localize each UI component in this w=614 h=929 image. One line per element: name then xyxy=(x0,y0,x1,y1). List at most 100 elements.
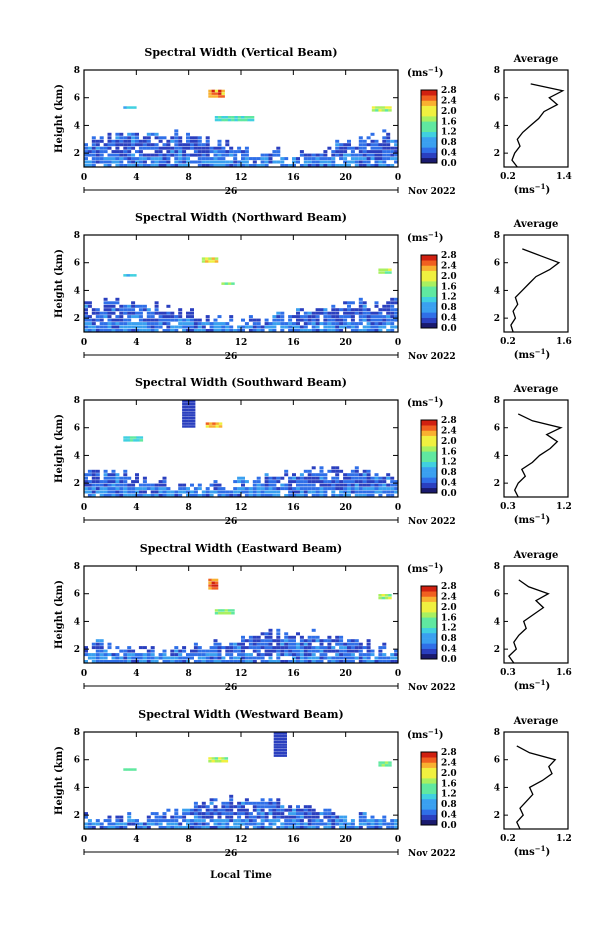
feature-cell xyxy=(191,419,196,423)
heatmap-cell xyxy=(150,494,155,497)
heatmap-cell xyxy=(276,819,281,823)
heatmap-cell xyxy=(162,649,167,653)
heatmap-cell xyxy=(131,157,136,161)
heatmap-cell xyxy=(374,487,379,491)
heatmap-cell xyxy=(201,805,206,809)
heatmap-cell xyxy=(327,164,332,167)
heatmap-cell xyxy=(84,473,88,477)
heatmap-cell xyxy=(276,146,281,150)
heatmap-cell xyxy=(280,318,285,322)
heatmap-cell xyxy=(390,322,395,326)
heatmap-cell xyxy=(182,656,187,660)
feature-cell xyxy=(208,92,212,95)
heatmap-cell xyxy=(343,318,348,322)
feature-cell xyxy=(214,581,219,584)
heatmap-cell xyxy=(248,318,253,322)
heatmap-cell xyxy=(264,805,269,809)
heatmap-cell xyxy=(331,815,336,819)
heatmap-cell xyxy=(288,315,293,319)
heatmap-cell xyxy=(229,805,234,809)
feature-cell xyxy=(191,405,196,409)
heatmap-cell xyxy=(252,318,257,322)
heatmap-cell xyxy=(229,329,234,332)
heatmap-cell xyxy=(201,819,206,823)
heatmap-cell xyxy=(370,146,375,150)
heatmap-cell xyxy=(280,649,285,653)
avg-y-tick-label: 6 xyxy=(494,259,500,269)
heatmap-cell xyxy=(307,469,312,473)
colorbar-tick-label: 1.6 xyxy=(441,282,457,292)
heatmap-cell xyxy=(343,308,348,312)
heatmap-cell xyxy=(95,476,100,480)
heatmap-cell xyxy=(135,160,139,164)
feature-cell xyxy=(227,116,232,119)
heatmap-cell xyxy=(244,639,249,643)
x-tick-label: 0 xyxy=(81,669,87,679)
heatmap-cell xyxy=(166,160,171,164)
colorbar-segment xyxy=(421,586,437,592)
heatmap-cell xyxy=(264,819,269,823)
heatmap-cell xyxy=(178,660,183,663)
heatmap-cell xyxy=(111,139,116,143)
feature-cell xyxy=(273,754,278,757)
heatmap-cell xyxy=(244,656,249,660)
heatmap-cell xyxy=(394,150,399,154)
heatmap-cell xyxy=(182,329,187,332)
heatmap-cell xyxy=(343,164,348,167)
heatmap-cell xyxy=(197,656,202,660)
heatmap-cell xyxy=(107,325,112,329)
heatmap-cell xyxy=(217,822,222,826)
heatmap-cell xyxy=(394,490,399,494)
heatmap-cell xyxy=(276,642,281,646)
heatmap-cell xyxy=(127,136,132,140)
heatmap-cell xyxy=(99,490,104,494)
feature-cell xyxy=(188,405,193,409)
heatmap-cell xyxy=(241,150,245,154)
heatmap-cell xyxy=(217,325,222,329)
heatmap-cell xyxy=(170,815,175,819)
heatmap-cell xyxy=(99,656,104,660)
heatmap-cell xyxy=(358,146,363,150)
heatmap-cell xyxy=(162,143,167,147)
heatmap-cell xyxy=(272,480,277,484)
heatmap-cell xyxy=(366,494,371,497)
heatmap-cell xyxy=(307,490,312,494)
heatmap-cell xyxy=(299,490,304,494)
heatmap-cell xyxy=(131,146,136,150)
feature-cell xyxy=(283,740,287,744)
heatmap-cell xyxy=(213,649,218,653)
heatmap-cell xyxy=(252,819,257,823)
heatmap-cell xyxy=(299,649,304,653)
heatmap-cell xyxy=(260,483,265,487)
heatmap-cell xyxy=(319,466,324,470)
heatmap-cell xyxy=(370,819,375,823)
colorbar-segment xyxy=(421,116,437,122)
heatmap-cell xyxy=(209,649,214,653)
heatmap-cell xyxy=(205,153,210,157)
heatmap-cell xyxy=(386,826,391,829)
feature-cell xyxy=(277,748,281,752)
heatmap-cell xyxy=(209,798,214,802)
heatmap-cell xyxy=(138,160,143,164)
heatmap-cell xyxy=(331,476,336,480)
heatmap-cell xyxy=(229,160,234,164)
heatmap-cell xyxy=(315,490,320,494)
heatmap-cell xyxy=(87,826,92,829)
heatmap-cell xyxy=(319,812,324,816)
heatmap-cell xyxy=(209,494,214,497)
heatmap-cell xyxy=(138,646,143,650)
heatmap-cell xyxy=(327,656,332,660)
colorbar-frame xyxy=(420,751,438,826)
avg-y-tick-label: 6 xyxy=(494,424,500,434)
feature-cell xyxy=(208,260,212,263)
heatmap-cell xyxy=(374,490,379,494)
heatmap-cell xyxy=(264,473,269,477)
x-tick-label: 16 xyxy=(287,338,300,348)
heatmap-cell xyxy=(95,480,100,484)
unit-close: ) xyxy=(439,398,444,409)
heatmap-cell xyxy=(91,476,96,480)
heatmap-cell xyxy=(339,653,344,657)
heatmap-cell xyxy=(327,646,332,650)
heatmap-cell xyxy=(178,826,183,829)
heatmap-cell xyxy=(84,490,88,494)
